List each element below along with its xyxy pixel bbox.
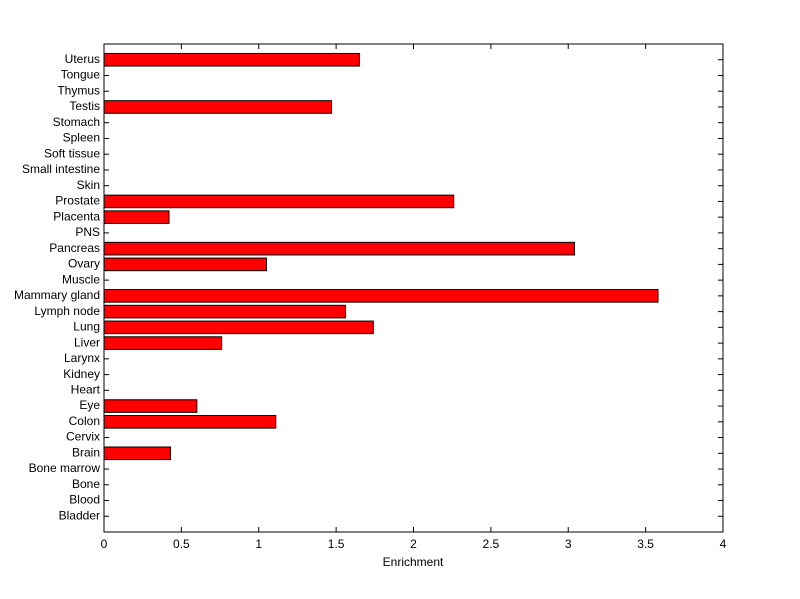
y-tick-label: Lung — [73, 320, 100, 334]
y-tick-label: Muscle — [62, 272, 100, 286]
y-tick-label: Cervix — [66, 430, 100, 444]
y-tick-label: Skin — [77, 178, 100, 192]
y-tick-label: Lymph node — [34, 304, 100, 318]
y-tick-label: Blood — [69, 493, 100, 507]
x-tick-label: 2 — [410, 537, 417, 551]
bar — [103, 320, 374, 335]
y-tick-label: Small intestine — [22, 162, 100, 176]
x-tick-label: 0.5 — [173, 537, 190, 551]
x-tick-label: 0 — [101, 537, 108, 551]
bar — [103, 336, 223, 350]
x-tick-label: 3.5 — [637, 537, 654, 551]
bar — [103, 304, 346, 319]
plot-frame — [103, 43, 724, 533]
x-tick-label: 2.5 — [483, 537, 500, 551]
y-tick-label: Spleen — [63, 131, 100, 145]
x-tick-label: 4 — [720, 537, 727, 551]
y-tick-label: Kidney — [63, 367, 100, 381]
y-tick-label: Eye — [79, 398, 100, 412]
y-tick-label: Bladder — [59, 508, 100, 522]
bar — [103, 289, 659, 303]
y-tick-label: PNS — [75, 225, 100, 239]
y-tick-label: Liver — [74, 335, 100, 349]
bar — [103, 399, 198, 413]
y-tick-label: Placenta — [53, 209, 100, 223]
x-tick-label: 3 — [565, 537, 572, 551]
bar — [103, 257, 267, 272]
y-tick-label: Thymus — [57, 83, 100, 97]
bar — [103, 52, 360, 67]
y-tick-label: Bone — [72, 477, 100, 491]
y-tick-label: Prostate — [55, 194, 100, 208]
y-tick-label: Brain — [72, 445, 100, 459]
bar — [103, 210, 170, 224]
x-tick-label: 1 — [255, 537, 262, 551]
y-tick-label: Larynx — [64, 351, 100, 365]
bar — [103, 446, 172, 461]
y-tick-label: Heart — [71, 382, 101, 396]
x-tick-label: 1.5 — [328, 537, 345, 551]
x-axis-label: Enrichment — [383, 555, 444, 569]
y-tick-label: Pancreas — [49, 241, 100, 255]
y-tick-label: Stomach — [53, 115, 100, 129]
y-tick-label: Mammary gland — [14, 288, 100, 302]
bar — [103, 241, 575, 256]
y-tick-label: Uterus — [65, 52, 100, 66]
bar — [103, 194, 455, 209]
y-tick-label: Colon — [69, 414, 100, 428]
y-tick-label: Tongue — [61, 68, 101, 82]
y-tick-label: Ovary — [68, 257, 100, 271]
y-tick-label: Soft tissue — [44, 146, 100, 160]
y-tick-label: Testis — [69, 99, 100, 113]
y-tick-label: Bone marrow — [29, 461, 101, 475]
bar — [103, 415, 277, 429]
bar — [103, 100, 332, 114]
